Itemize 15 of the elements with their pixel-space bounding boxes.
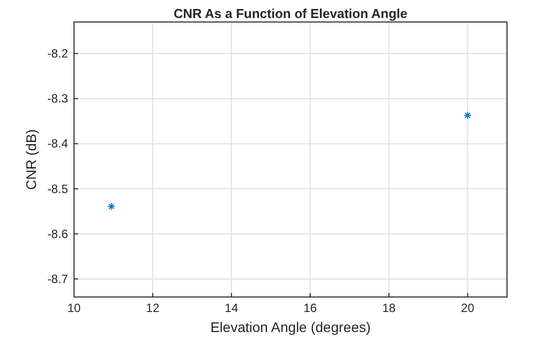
x-tick-label: 20: [460, 301, 475, 315]
y-tick-label: -8.7: [47, 272, 68, 286]
y-tick-label: -8.5: [47, 182, 68, 196]
x-tick-label: 18: [382, 301, 396, 315]
x-tick-label: 10: [67, 301, 81, 315]
x-tick-label: 16: [304, 301, 318, 315]
y-tick-label: -8.2: [47, 46, 68, 61]
y-tick-label: -8.6: [47, 226, 68, 241]
x-tick-label: 12: [146, 301, 160, 315]
y-tick-label: -8.3: [47, 92, 68, 106]
y-tick-label: -8.4: [47, 136, 68, 151]
x-tick-label: 14: [224, 301, 238, 315]
x-axis-title: Elevation Angle (degrees): [210, 319, 371, 335]
y-axis-title: CNR (dB): [23, 129, 39, 190]
chart-title: CNR As a Function of Elevation Angle: [174, 6, 408, 21]
